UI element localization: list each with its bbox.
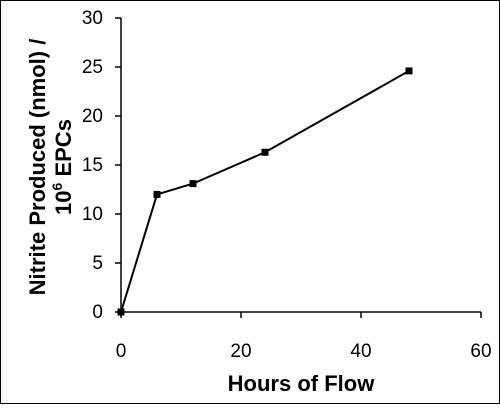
ticks: 0 5 10 15 20 25 30 0 20 40 60: [82, 8, 492, 362]
y-axis-title-rest: EPCs: [51, 119, 76, 183]
y-tick-label: 20: [82, 106, 103, 127]
series-line: [120, 70, 410, 313]
axes: [120, 18, 481, 313]
data-point: [117, 308, 125, 316]
y-axis-title: Nitrite Produced (nmol) /: [25, 39, 50, 296]
y-tick-label: 15: [82, 155, 103, 176]
y-tick-label: 30: [82, 8, 103, 29]
y-tick-label: 10: [82, 204, 103, 225]
x-tick-label: 20: [230, 341, 251, 362]
y-tick-label: 0: [92, 302, 103, 323]
data-point: [189, 180, 197, 188]
y-tick-label: 5: [92, 253, 103, 274]
y-axis-title-line2: 106 EPCs: [49, 119, 76, 215]
y-axis-title-base: 10: [51, 190, 76, 214]
y-axis-title-line1: Nitrite Produced (nmol) /: [25, 39, 50, 296]
x-axis-title: Hours of Flow: [228, 371, 376, 396]
series: [117, 67, 413, 316]
y-axis-title-exponent: 6: [49, 182, 65, 190]
x-tick-label: 60: [470, 341, 491, 362]
data-point: [153, 190, 161, 198]
data-point: [261, 148, 269, 156]
x-tick-label: 40: [350, 341, 371, 362]
x-tick-label: 0: [116, 341, 127, 362]
y-tick-label: 25: [82, 57, 103, 78]
data-point: [405, 67, 413, 75]
